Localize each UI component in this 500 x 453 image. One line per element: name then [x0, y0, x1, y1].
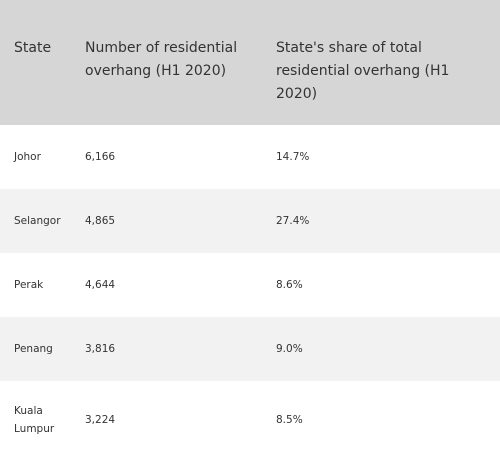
table-cell: 27.4% [276, 189, 500, 253]
table-cell: 4,865 [85, 189, 276, 253]
table-cell: 9.0% [276, 317, 500, 381]
table-cell: Kuala Lumpur [14, 405, 55, 435]
table-cell: Johor [14, 151, 41, 163]
table-cell: 14.7% [276, 151, 310, 163]
table-header: State Number of residential overhang (H1 … [0, 0, 500, 125]
table-cell: Perak [14, 279, 44, 291]
table-cell: 3,224 [85, 414, 116, 426]
table-row: Perak 4,644 8.6% [0, 253, 500, 317]
table-cell: 8.6% [276, 279, 303, 291]
table-cell: 3,816 [85, 317, 276, 381]
table-cell: 4,644 [85, 279, 116, 291]
table-cell: Selangor [0, 189, 85, 253]
header-cell: State [0, 0, 85, 125]
table-cell: 8.5% [276, 414, 303, 426]
table-row: Kuala Lumpur 3,224 8.5% [0, 381, 500, 453]
header-row: State Number of residential overhang (H1 … [0, 0, 500, 125]
table-row: Selangor 4,865 27.4% [0, 189, 500, 253]
table-cell: Penang [0, 317, 85, 381]
table-row: Johor 6,166 14.7% [0, 125, 500, 189]
header-cell: Number of residential overhang (H1 2020) [85, 0, 276, 125]
table-cell: 6,166 [85, 151, 116, 163]
table-body: Johor 6,166 14.7% Selangor 4,865 27.4% Perak 4,… [0, 125, 500, 453]
header-cell: State's share of total residential overh… [276, 0, 500, 125]
table-row: Penang 3,816 9.0% [0, 317, 500, 381]
